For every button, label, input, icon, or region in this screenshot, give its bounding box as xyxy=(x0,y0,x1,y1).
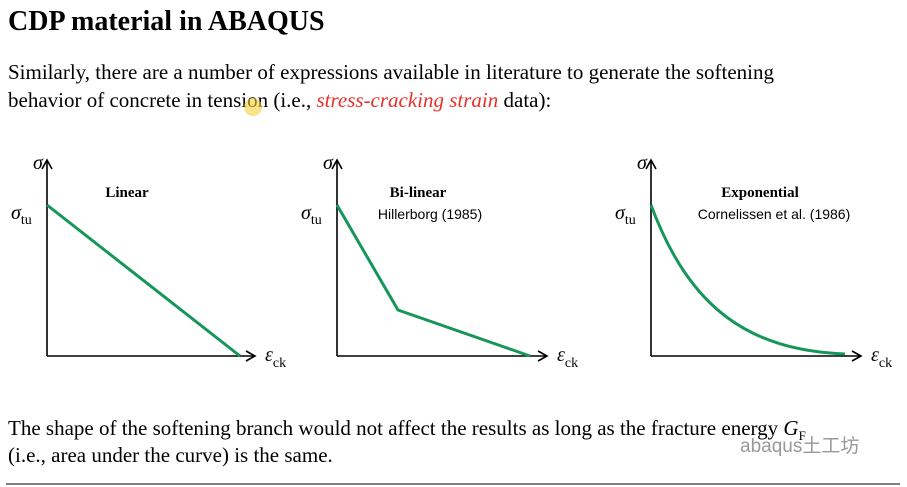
cursor-highlight xyxy=(244,98,262,116)
diagram-source-text: Hillerborg (1985) xyxy=(378,206,482,222)
intro-text: data): xyxy=(498,88,551,112)
diagram-title-text: Exponential xyxy=(721,185,799,201)
y-arrow xyxy=(645,158,657,170)
x-subscript: ck xyxy=(879,356,892,371)
conclusion-line: The shape of the softening branch would … xyxy=(8,416,806,443)
intro-text: Similarly, there are a number of express… xyxy=(8,60,775,84)
x-arrow xyxy=(537,350,549,362)
y-symbol: σ xyxy=(323,152,334,174)
x-arrow xyxy=(851,350,863,362)
x-arrow xyxy=(245,350,257,362)
x-symbol: ε xyxy=(557,344,565,366)
watermark: abaqus土工坊 xyxy=(740,435,859,457)
diagrams: σσtuεckLinearσσtuεckBi-linearHillerborg … xyxy=(11,152,892,371)
diagram-title-text: Bi-linear xyxy=(390,185,447,201)
exponential-curve xyxy=(649,204,846,356)
title-text: CDP material in ABAQUS xyxy=(8,6,325,37)
intro-line: behavior of concrete in tension (i.e., s… xyxy=(8,88,551,112)
x-axis-label: εck xyxy=(265,344,286,371)
conclusion-text: (i.e., area under the curve) is the same… xyxy=(8,443,333,467)
peak-label: σtu xyxy=(11,202,32,228)
y-axis-label: σ xyxy=(33,152,44,174)
y-arrow xyxy=(331,158,343,170)
x-subscript: ck xyxy=(565,356,578,371)
conclusion-line: (i.e., area under the curve) is the same… xyxy=(8,443,333,467)
peak-symbol: σ xyxy=(11,202,22,224)
peak-symbol: σ xyxy=(301,202,312,224)
peak-subscript: tu xyxy=(311,213,322,228)
conclusion-text: The shape of the softening branch would … xyxy=(8,416,783,440)
bilinear-curve xyxy=(335,204,531,358)
diagram-source: Cornelissen et al. (1986) xyxy=(698,206,851,222)
diagram-title: Linear xyxy=(105,185,149,201)
y-arrow xyxy=(41,158,53,170)
x-symbol: ε xyxy=(871,344,879,366)
x-axis-label: εck xyxy=(557,344,578,371)
y-symbol: σ xyxy=(637,152,648,174)
peak-label: σtu xyxy=(615,202,636,228)
x-subscript: ck xyxy=(273,356,286,371)
intro-highlight: stress-cracking strain xyxy=(316,88,498,112)
diagram-source: Hillerborg (1985) xyxy=(378,206,482,222)
peak-subscript: tu xyxy=(625,213,636,228)
watermark-text: abaqus土工坊 xyxy=(740,435,859,457)
conclusion-subscript: F xyxy=(799,428,806,443)
x-axis-label: εck xyxy=(871,344,892,371)
diagram-title-text: Linear xyxy=(105,185,149,201)
intro-line: Similarly, there are a number of express… xyxy=(8,60,775,84)
intro-text: behavior of concrete in tension (i.e., xyxy=(8,88,316,112)
peak-subscript: tu xyxy=(21,213,32,228)
y-symbol: σ xyxy=(33,152,44,174)
diagram-title: Bi-linear xyxy=(390,185,447,201)
diagram-source-text: Cornelissen et al. (1986) xyxy=(698,206,851,222)
y-axis-label: σ xyxy=(637,152,648,174)
peak-label: σtu xyxy=(301,202,322,228)
linear-curve xyxy=(46,203,241,358)
slide-title: CDP material in ABAQUS xyxy=(8,6,325,37)
diagram-title: Exponential xyxy=(721,185,799,201)
y-axis-label: σ xyxy=(323,152,334,174)
peak-symbol: σ xyxy=(615,202,626,224)
conclusion-symbol: G xyxy=(783,416,798,440)
x-symbol: ε xyxy=(265,344,273,366)
